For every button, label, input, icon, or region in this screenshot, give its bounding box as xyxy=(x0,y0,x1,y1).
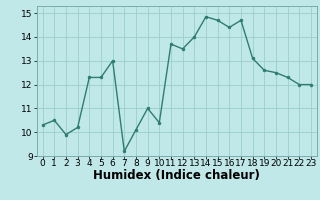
X-axis label: Humidex (Indice chaleur): Humidex (Indice chaleur) xyxy=(93,169,260,182)
